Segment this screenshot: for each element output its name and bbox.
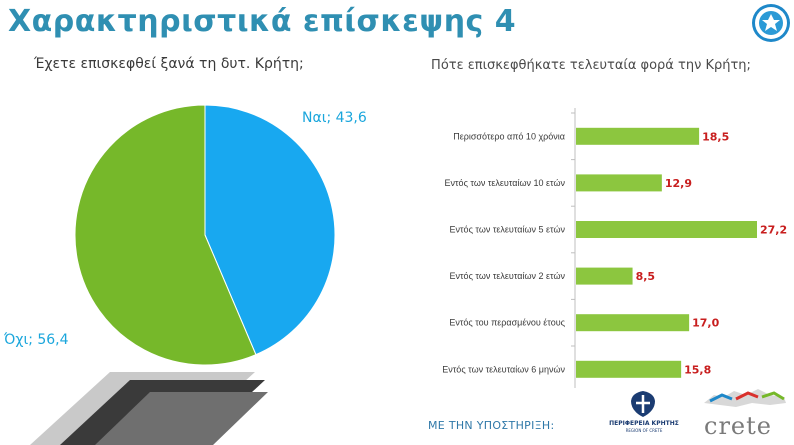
bar-1 (576, 174, 662, 192)
bar-5 (576, 360, 682, 378)
bar-category-label: Εντός των τελευταίων 6 μηνών (442, 364, 565, 374)
bar-category-label: Εντός των τελευταίων 10 ετών (445, 178, 566, 188)
bar-2 (576, 221, 757, 238)
bar-category-label: Εντός των τελευταίων 5 ετών (450, 225, 566, 235)
bar-0 (576, 127, 700, 145)
pie-chart-title: Έχετε επισκεφθεί ξανά τη δυτ. Κρήτη; (34, 56, 304, 72)
bar-value-label: 15,8 (684, 363, 711, 376)
crete-logo-text: crete (704, 412, 772, 440)
bar-category-label: Εντός των τελευταίων 2 ετών (450, 271, 566, 281)
greek-coat-of-arms-icon (631, 391, 655, 417)
bar-value-label: 8,5 (636, 270, 656, 283)
crete-island-icon (704, 389, 786, 407)
institution-seal-icon (752, 4, 790, 42)
bar-category-label: Εντός του περασμένου έτους (449, 318, 565, 328)
bar-value-label: 17,0 (692, 317, 719, 330)
bar-value-label: 12,9 (665, 177, 692, 190)
pie-slice-no (74, 104, 257, 366)
pie-label-yes: Ναι; 43,6 (302, 110, 367, 126)
region-logo-text: ΠΕΡΙΦΕΡΕΙΑ ΚΡΗΤΗΣ (609, 420, 679, 427)
pie-slice-yes (204, 104, 336, 356)
slide-title: Χαρακτηριστικά επίσκεψης 4 (8, 4, 517, 39)
pie-label-no: Όχι; 56,4 (3, 332, 69, 348)
region-logo-subtext: REGION OF CRETE (625, 428, 663, 433)
bar-value-label: 18,5 (702, 130, 729, 143)
support-label: ΜΕ ΤΗΝ ΥΠΟΣΤΗΡΙΞΗ: (428, 419, 555, 432)
bar-category-label: Περισσότερο από 10 χρόνια (453, 131, 565, 141)
bar-3 (576, 267, 633, 285)
bar-value-label: 27,2 (760, 224, 787, 237)
bar-chart-title: Πότε επισκεφθήκατε τελευταία φορά την Κρ… (431, 58, 751, 73)
bar-4 (576, 314, 690, 332)
